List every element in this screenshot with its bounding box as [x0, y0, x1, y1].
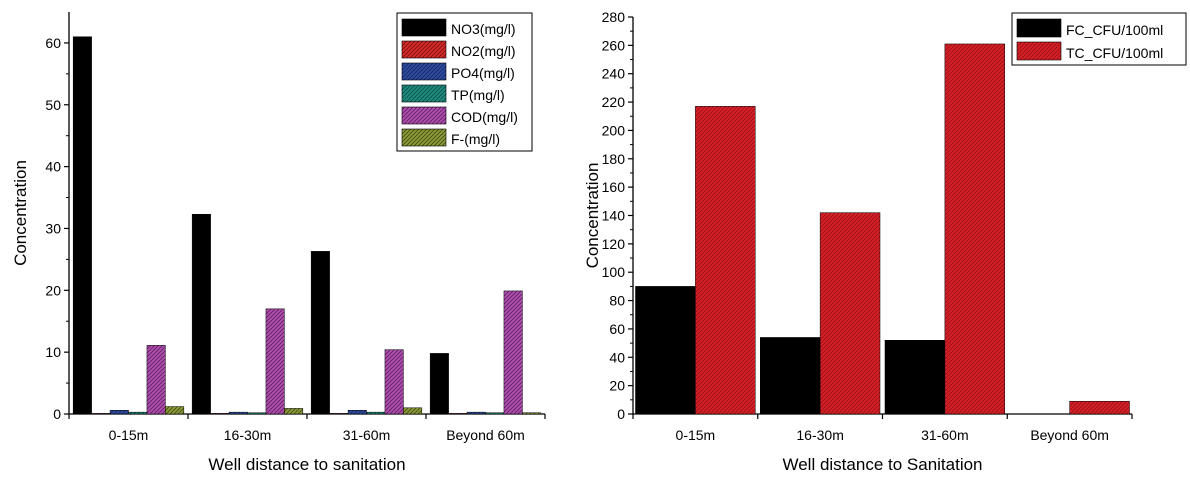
legend: NO3(mg/l) NO2(mg/l) PO4(mg/l) TP(mg/l) COD(m…	[396, 12, 533, 152]
y-tick-label: 120	[602, 236, 626, 252]
y-tick-label: 140	[602, 208, 626, 224]
legend-label-f: F-(mg/l)	[451, 131, 500, 147]
x-tick-label: 0-15m	[676, 427, 716, 443]
chart-left-chemical: 0 10 20 30 40 50 60 0-15m 16-30m 31-60m Beyond 60m…	[11, 12, 546, 474]
bar-po4-3	[466, 411, 486, 415]
bar-tc-2	[944, 43, 1006, 415]
x-tick-label: Beyond 60m	[1030, 427, 1109, 443]
x-tick-label: 16-30m	[796, 427, 843, 443]
x-axis-title: Well distance to sanitation	[208, 455, 405, 474]
y-axis-title: Concentration	[11, 160, 30, 266]
legend-label-tc: TC_CFU/100ml	[1066, 45, 1163, 61]
bar-tc-1	[819, 212, 881, 415]
legend-swatch-cod	[401, 106, 447, 125]
legend-label-tp: TP(mg/l)	[451, 87, 505, 103]
y-tick-label: 280	[602, 9, 626, 25]
bar-cod-3	[503, 290, 523, 415]
y-tick-label: 30	[45, 220, 61, 236]
legend-swatch-tc	[1016, 41, 1062, 61]
bar-tp-1	[247, 412, 267, 415]
y-tick-label: 0	[53, 406, 61, 422]
x-tick-label: 0-15m	[109, 427, 149, 443]
y-tick-label: 20	[609, 378, 625, 394]
x-tick-label: 16-30m	[224, 427, 271, 443]
legend: FC_CFU/100ml TC_CFU/100ml	[1011, 12, 1187, 66]
bar-no3-2	[310, 251, 330, 415]
bar-cod-0	[146, 345, 166, 415]
bar-fc-2	[884, 340, 946, 415]
y-tick-label: 60	[609, 321, 625, 337]
y-tick-label: 220	[602, 94, 626, 110]
y-tick-label: 20	[45, 282, 61, 298]
bar-tp-0	[128, 411, 148, 415]
bar-po4-1	[228, 411, 248, 415]
bar-no2-1	[210, 413, 230, 415]
bar-tc-0	[695, 106, 756, 415]
y-tick-label: 80	[609, 293, 625, 309]
bar-po4-0	[109, 410, 129, 415]
y-tick-label: 240	[602, 66, 626, 82]
bar-no3-1	[191, 213, 211, 415]
bar-no2-3	[448, 413, 468, 415]
bar-cod-1	[265, 308, 285, 415]
bar-fc-0	[635, 286, 696, 415]
bar-f-2	[403, 407, 423, 415]
legend-swatch-po4	[401, 62, 447, 81]
y-tick-label: 100	[602, 264, 626, 280]
y-tick-label: 60	[45, 35, 61, 51]
x-tick-label: Beyond 60m	[446, 427, 525, 443]
y-tick-label: 50	[45, 97, 61, 113]
bar-fc-1	[759, 337, 821, 415]
y-tick-label: 40	[609, 349, 625, 365]
chart-right-bacterial: 0 20 40 60 80 100 120 140 160 180 200 220 240 260 280 0…	[583, 9, 1187, 474]
bar-no3-3	[429, 353, 449, 415]
bar-no3-0	[72, 36, 92, 415]
legend-label-no3: NO3(mg/l)	[451, 21, 516, 37]
legend-swatch-fc	[1016, 18, 1062, 38]
bar-f-0	[165, 406, 185, 415]
bar-cod-2	[384, 349, 404, 415]
legend-label-fc: FC_CFU/100ml	[1066, 22, 1163, 38]
bar-no2-0	[91, 413, 111, 415]
bar-po4-2	[347, 410, 367, 415]
legend-label-cod: COD(mg/l)	[451, 109, 518, 125]
bar-f-3	[522, 412, 542, 415]
x-tick-label: 31-60m	[343, 427, 390, 443]
legend-label-po4: PO4(mg/l)	[451, 65, 515, 81]
y-tick-label: 160	[602, 179, 626, 195]
legend-label-no2: NO2(mg/l)	[451, 43, 516, 59]
bar-no2-2	[329, 413, 349, 415]
y-tick-label: 40	[45, 159, 61, 175]
y-tick-label: 180	[602, 151, 626, 167]
x-tick-label: 31-60m	[921, 427, 968, 443]
legend-swatch-no2	[401, 40, 447, 59]
bar-tp-2	[366, 411, 386, 415]
bar-tc-3	[1069, 400, 1130, 415]
x-axis-title: Well distance to Sanitation	[782, 455, 982, 474]
legend-swatch-no3	[401, 18, 447, 37]
legend-swatch-tp	[401, 84, 447, 103]
legend-swatch-f	[401, 128, 447, 147]
bar-tp-3	[485, 412, 505, 415]
y-tick-label: 260	[602, 37, 626, 53]
y-tick-label: 0	[617, 406, 625, 422]
y-tick-label: 200	[602, 122, 626, 138]
bar-f-1	[284, 408, 304, 415]
y-tick-label: 10	[45, 344, 61, 360]
y-axis-title: Concentration	[583, 163, 602, 269]
